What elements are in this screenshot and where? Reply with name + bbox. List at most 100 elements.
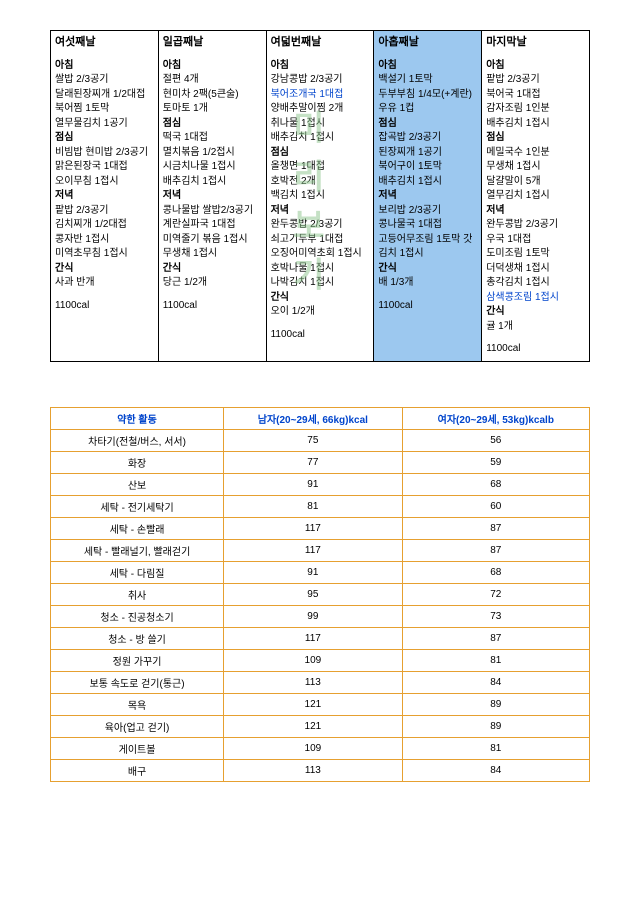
meal-item: 배추김치 1접시 — [486, 117, 585, 132]
activity-cell: 세탁 - 전기세탁기 — [51, 495, 224, 517]
meal-item: 감자조림 1인분 — [486, 102, 585, 117]
meal-day-cell: 마지막날아침팥밥 2/3공기북어국 1대접감자조림 1인분배추김치 1접시점심메… — [482, 31, 590, 362]
activity-cell: 정원 가꾸기 — [51, 649, 224, 671]
meal-section-label: 아침 — [55, 59, 154, 74]
meal-section-label: 아침 — [163, 59, 262, 74]
meal-item: 절편 4개 — [163, 73, 262, 88]
activity-cell: 목욕 — [51, 693, 224, 715]
calorie-total: 1100cal — [378, 299, 477, 314]
calorie-total: 1100cal — [55, 299, 154, 314]
calorie-total: 1100cal — [486, 342, 585, 357]
meal-item: 열무김치 1접시 — [486, 189, 585, 204]
meal-item: 당근 1/2개 — [163, 276, 262, 291]
meal-item: 멸치볶음 1/2접시 — [163, 146, 262, 161]
activity-cell: 차타기(전철/버스, 서서) — [51, 429, 224, 451]
activity-row: 세탁 - 다림질9168 — [51, 561, 590, 583]
meal-item: 맑은된장국 1대접 — [55, 160, 154, 175]
activity-cell: 68 — [402, 473, 589, 495]
meal-item: 북어찜 1토막 — [55, 102, 154, 117]
activity-cell: 취사 — [51, 583, 224, 605]
meal-item: 떡국 1대접 — [163, 131, 262, 146]
meal-item: 현미차 2팩(5큰술) — [163, 88, 262, 103]
meal-item: 백김치 1접시 — [271, 189, 370, 204]
activity-cell: 세탁 - 빨래널기, 빨래걷기 — [51, 539, 224, 561]
meal-item: 시금치나물 1접시 — [163, 160, 262, 175]
meal-item: 팥밥 2/3공기 — [55, 204, 154, 219]
activity-header: 남자(20~29세, 66kg)kcal — [224, 407, 403, 429]
activity-cell: 117 — [224, 517, 403, 539]
meal-item: 쌀밥 2/3공기 — [55, 73, 154, 88]
activity-cell: 60 — [402, 495, 589, 517]
meal-item: 강남콩밥 2/3공기 — [271, 73, 370, 88]
activity-row: 세탁 - 빨래널기, 빨래걷기11787 — [51, 539, 590, 561]
activity-row: 청소 - 방 쓸기11787 — [51, 627, 590, 649]
meal-section-label: 저녁 — [378, 189, 477, 204]
activity-calorie-table: 약한 활동남자(20~29세, 66kg)kcal여자(20~29세, 53kg… — [50, 407, 590, 782]
meal-item: 콩나물밥 쌀밥2/3공기 — [163, 204, 262, 219]
activity-cell: 81 — [224, 495, 403, 517]
meal-item: 메밀국수 1인분 — [486, 146, 585, 161]
activity-header: 약한 활동 — [51, 407, 224, 429]
meal-item: 미역줄기 볶음 1접시 — [163, 233, 262, 248]
meal-section-label: 간식 — [486, 305, 585, 320]
activity-cell: 87 — [402, 539, 589, 561]
meal-item: 더덕생채 1접시 — [486, 262, 585, 277]
activity-cell: 72 — [402, 583, 589, 605]
meal-item: 백설기 1토막 — [378, 73, 477, 88]
meal-section-label: 간식 — [378, 262, 477, 277]
meal-section-label: 점심 — [271, 146, 370, 161]
activity-cell: 게이트볼 — [51, 737, 224, 759]
activity-cell: 청소 - 진공청소기 — [51, 605, 224, 627]
activity-row: 화장7759 — [51, 451, 590, 473]
meal-item: 귤 1개 — [486, 320, 585, 335]
meal-item: 계란실파국 1대접 — [163, 218, 262, 233]
activity-cell: 99 — [224, 605, 403, 627]
activity-row: 게이트볼10981 — [51, 737, 590, 759]
activity-cell: 87 — [402, 627, 589, 649]
activity-cell: 68 — [402, 561, 589, 583]
meal-item: 달래된장찌개 1/2대접 — [55, 88, 154, 103]
activity-cell: 84 — [402, 671, 589, 693]
activity-row: 정원 가꾸기10981 — [51, 649, 590, 671]
activity-cell: 117 — [224, 627, 403, 649]
activity-row: 세탁 - 전기세탁기8160 — [51, 495, 590, 517]
meal-plan-table: 여섯째날아침쌀밥 2/3공기달래된장찌개 1/2대접북어찜 1토막열무물김치 1… — [50, 30, 590, 362]
activity-cell: 91 — [224, 473, 403, 495]
meal-item: 쇠고기두부 1대접 — [271, 233, 370, 248]
activity-row: 목욕12189 — [51, 693, 590, 715]
meal-item: 도미조림 1토막 — [486, 247, 585, 262]
meal-item: 고등어무조림 1토막 갓김치 1접시 — [378, 233, 477, 262]
activity-cell: 배구 — [51, 759, 224, 781]
activity-cell: 121 — [224, 715, 403, 737]
activity-cell: 81 — [402, 737, 589, 759]
meal-item: 달걀말이 5개 — [486, 175, 585, 190]
meal-item: 양배추말이찜 2개 — [271, 102, 370, 117]
activity-cell: 81 — [402, 649, 589, 671]
meal-section-label: 저녁 — [271, 204, 370, 219]
meal-section-label: 저녁 — [486, 204, 585, 219]
meal-item: 총각김치 1접시 — [486, 276, 585, 291]
meal-section-label: 아침 — [486, 59, 585, 74]
meal-item: 호박나물 1접시 — [271, 262, 370, 277]
day-title: 여섯째날 — [55, 35, 154, 51]
activity-cell: 121 — [224, 693, 403, 715]
meal-item: 오이 1/2개 — [271, 305, 370, 320]
meal-item: 사과 반개 — [55, 276, 154, 291]
activity-row: 육아(업고 걷기)12189 — [51, 715, 590, 737]
meal-item: 보리밥 2/3공기 — [378, 204, 477, 219]
meal-section-label: 저녁 — [55, 189, 154, 204]
meal-item: 토마토 1개 — [163, 102, 262, 117]
calorie-total: 1100cal — [163, 299, 262, 314]
meal-item: 나박김치 1접시 — [271, 276, 370, 291]
meal-day-cell: 여섯째날아침쌀밥 2/3공기달래된장찌개 1/2대접북어찜 1토막열무물김치 1… — [51, 31, 159, 362]
meal-section-label: 점심 — [55, 131, 154, 146]
meal-item: 배추김치 1접시 — [163, 175, 262, 190]
meal-item: 완두콩밥 2/3공기 — [486, 218, 585, 233]
meal-item: 비빔밥 현미밥 2/3공기 — [55, 146, 154, 161]
meal-item: 콩나물국 1대접 — [378, 218, 477, 233]
meal-item: 북어국 1대접 — [486, 88, 585, 103]
meal-item: 취나물 1접시 — [271, 117, 370, 132]
activity-cell: 109 — [224, 649, 403, 671]
activity-cell: 73 — [402, 605, 589, 627]
activity-cell: 산보 — [51, 473, 224, 495]
